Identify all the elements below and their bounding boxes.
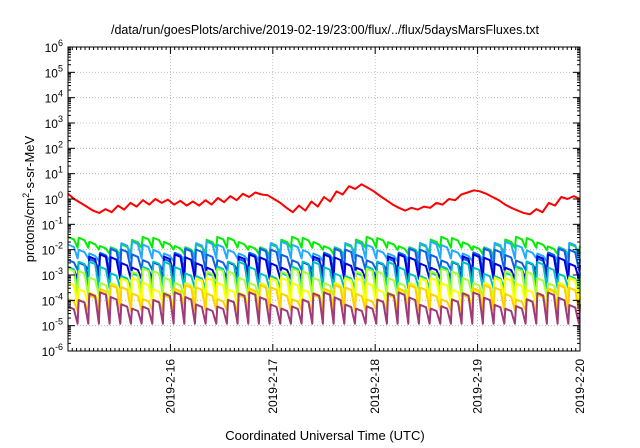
y-tick-label: 10-5 — [42, 317, 63, 334]
y-tick-label: 10-3 — [42, 266, 63, 283]
y-tick-label: 102 — [45, 139, 63, 156]
series-line — [67, 183, 581, 216]
series-line — [67, 291, 581, 325]
series-line — [67, 260, 581, 290]
y-axis-label-base: protons/cm — [22, 198, 37, 262]
y-axis-label-sup: 2 — [21, 193, 31, 198]
x-axis: 2019-2-16 2019-2-17 2019-2-18 2019-2-19 2019… — [71, 47, 587, 414]
y-axis-label: protons/cm2-s-sr-MeV — [21, 135, 37, 262]
x-tick-label: 2019-2-20 — [573, 359, 587, 414]
y-tick-label: 10-2 — [42, 241, 63, 258]
y-tick-label: 100 — [45, 190, 63, 207]
y-tick-label: 101 — [45, 165, 63, 182]
series-layer — [67, 183, 581, 325]
y-axis: 10-6 10-5 10-4 10-3 10-2 10-1 100 101 102 103 104 1… — [42, 38, 580, 359]
x-tick-label: 2019-2-16 — [163, 359, 177, 414]
y-axis-label-rest: -s-sr-MeV — [22, 135, 37, 192]
y-tick-label: 105 — [45, 63, 63, 80]
x-tick-label: 2019-2-18 — [368, 359, 382, 414]
chart-title: /data/run/goesPlots/archive/2019-02-19/2… — [111, 23, 540, 37]
y-tick-label: 10-1 — [42, 215, 63, 232]
x-tick-label: 2019-2-19 — [471, 359, 485, 414]
y-tick-label: 104 — [45, 89, 63, 106]
x-axis-label: Coordinated Universal Time (UTC) — [225, 428, 424, 443]
y-tick-label: 10-4 — [42, 291, 63, 308]
y-tick-label: 103 — [45, 114, 63, 131]
x-tick-label: 2019-2-17 — [266, 359, 280, 414]
y-tick-label: 106 — [45, 38, 63, 55]
y-tick-label: 10-6 — [42, 342, 63, 359]
